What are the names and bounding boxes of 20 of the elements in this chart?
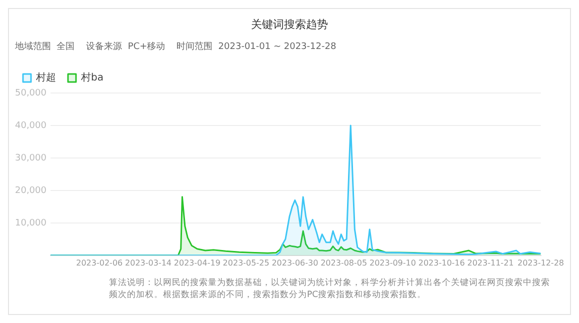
chart-title: 关键词搜索趋势 [250, 17, 329, 32]
y-tick-label: 40,000 [14, 120, 47, 131]
y-tick-label: 30,000 [14, 153, 47, 164]
x-tick-label: 2023-04-19 [174, 258, 220, 268]
x-tick-label: 2023-03-14 [125, 258, 172, 268]
text: 算法说明：以网民的搜索量为数据基础，以关键词为统计对象，科学分析并计算出各个关键词在网页搜索中搜索频次的加权。根据数据来源的不同，搜索指数分为PC搜索指数和移动搜索指数。 [109, 277, 551, 301]
x-tick-label: 2023-12-28 [518, 258, 564, 268]
x-tick-label: 2023-06-30 [272, 258, 318, 268]
x-tick-label: 2023-11-21 [467, 258, 514, 268]
chart-subtitle: 地域范围 全国 设备来源 PC+移动 时间范围 2023-01-01 ~ 2023-12-28 [15, 40, 338, 53]
x-tick-label: 2023-08-05 [320, 258, 368, 268]
x-tick-label: 2023-05-25 [222, 258, 270, 268]
y-tick-label: 10,000 [14, 218, 47, 228]
legend-label: 村ba [80, 72, 104, 84]
y-tick-label: 50,000 [14, 88, 47, 98]
y-tick-label: 20,000 [14, 186, 47, 196]
x-tick-label: 2023-02-06 [76, 258, 123, 268]
x-tick-label: 2023-09-10 [369, 258, 416, 268]
x-tick-label: 2023-10-16 [418, 258, 465, 268]
legend-label: 村超 [35, 72, 56, 84]
